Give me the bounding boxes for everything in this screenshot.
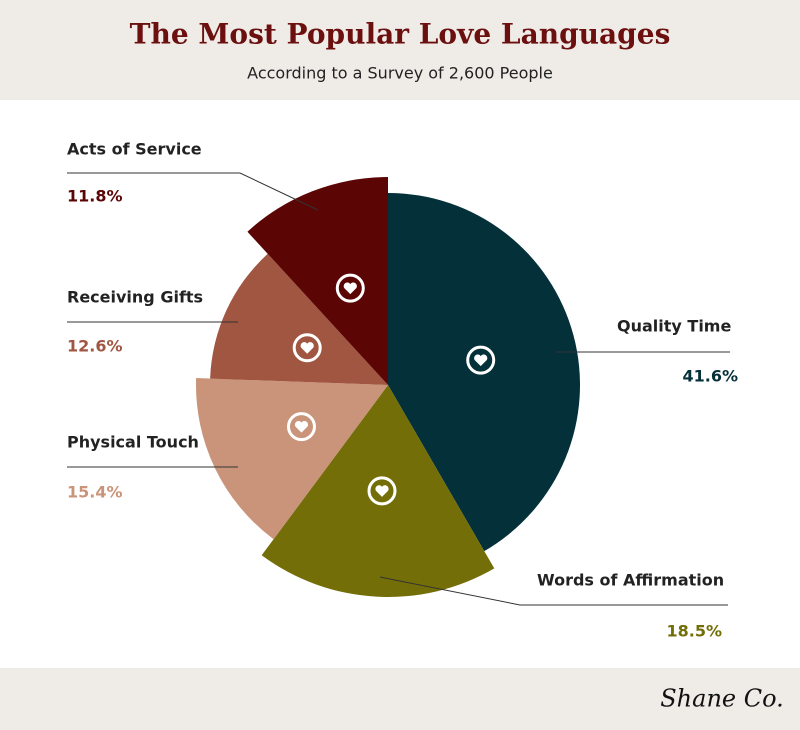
leader-line	[67, 172, 319, 211]
leader-line	[379, 576, 728, 606]
header-band	[0, 0, 800, 100]
value-label: 41.6%	[682, 367, 738, 386]
slice-icon-heart	[375, 485, 389, 497]
slice-icon	[367, 476, 397, 506]
value-label: 11.8%	[67, 187, 123, 206]
slice-icon	[466, 345, 496, 375]
slice-icon	[292, 333, 322, 363]
slice-icon-heart	[294, 420, 309, 433]
pie-slice	[210, 253, 388, 385]
legend-label: Receiving Gifts	[67, 288, 203, 307]
chart-title: The Most Popular Love Languages	[130, 18, 671, 51]
legend-label: Physical Touch	[67, 433, 199, 452]
value-label: 15.4%	[67, 483, 123, 502]
slice-icon	[286, 412, 316, 442]
footer-band	[0, 668, 800, 730]
pie-slice	[247, 177, 388, 385]
slice-icon-heart	[474, 354, 488, 367]
brand-logo: Shane Co.	[660, 685, 784, 713]
slice-icon-heart	[300, 342, 314, 354]
pie-slice	[196, 378, 388, 540]
slice-icon	[335, 273, 365, 303]
legend-label: Words of Affirmation	[537, 571, 724, 590]
chart-subtitle: According to a Survey of 2,600 People	[247, 64, 553, 83]
slice-icon-heart	[343, 282, 357, 295]
legend-label: Acts of Service	[67, 140, 202, 159]
legend-label: Quality Time	[617, 317, 731, 336]
value-label: 12.6%	[67, 337, 123, 356]
value-label: 18.5%	[666, 622, 722, 641]
